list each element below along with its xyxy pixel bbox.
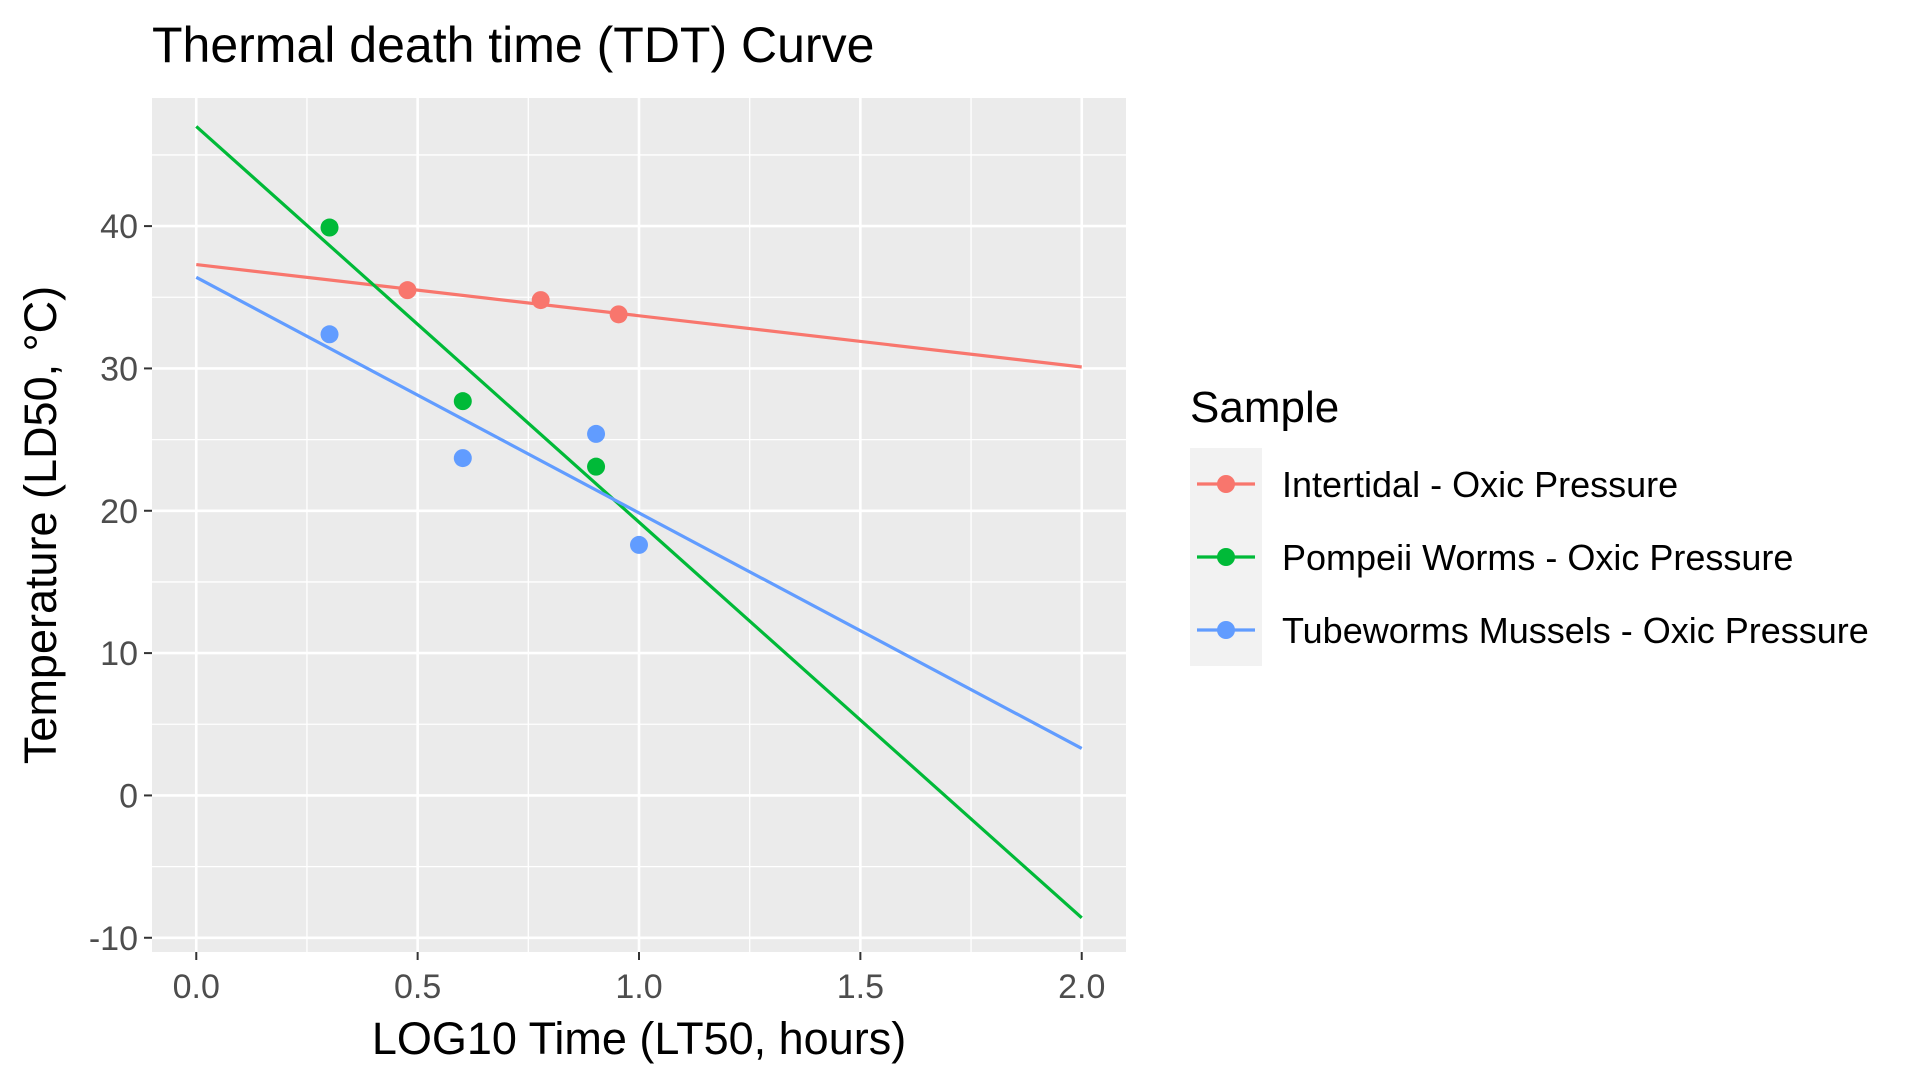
x-tick-label: 2.0 bbox=[1058, 968, 1105, 1006]
y-tick-label: -10 bbox=[89, 920, 138, 958]
major-gridlines bbox=[152, 98, 1126, 952]
data-point-series-2 bbox=[320, 218, 339, 237]
fit-line-series-3 bbox=[195, 275, 1083, 750]
legend-key-point bbox=[1217, 548, 1235, 566]
y-tick-label: 20 bbox=[100, 493, 138, 531]
y-tick-label: 30 bbox=[100, 350, 138, 388]
chart-title: Thermal death time (TDT) Curve bbox=[152, 17, 874, 73]
data-points bbox=[320, 218, 648, 554]
data-point-series-3 bbox=[630, 535, 648, 554]
data-point-series-2 bbox=[587, 457, 606, 476]
x-tick-label: 0.0 bbox=[173, 968, 220, 1006]
y-tick-label: 40 bbox=[100, 208, 138, 246]
y-tick-label: 10 bbox=[100, 635, 138, 673]
data-point-series-3 bbox=[320, 325, 339, 344]
data-point-series-3 bbox=[587, 424, 606, 443]
x-axis-title: LOG10 Time (LT50, hours) bbox=[372, 1013, 906, 1064]
data-point-series-3 bbox=[453, 449, 472, 468]
legend: Intertidal - Oxic Pressure Pompeii Worms … bbox=[1197, 464, 1869, 651]
legend-label: Pompeii Worms - Oxic Pressure bbox=[1282, 537, 1793, 578]
fit-line-series-2 bbox=[195, 125, 1083, 920]
y-tick-label: 0 bbox=[119, 777, 138, 815]
data-point-series-1 bbox=[398, 281, 417, 300]
fit-lines bbox=[195, 125, 1083, 920]
data-point-series-2 bbox=[453, 392, 472, 411]
legend-label: Tubeworms Mussels - Oxic Pressure bbox=[1282, 610, 1869, 651]
data-point-series-1 bbox=[531, 291, 550, 310]
legend-key-point bbox=[1217, 621, 1235, 639]
legend-title: Sample bbox=[1190, 383, 1339, 432]
x-tick-label: 1.5 bbox=[837, 968, 884, 1006]
data-point-series-1 bbox=[609, 305, 628, 324]
y-axis-title: Temperature (LD50, °C) bbox=[15, 286, 66, 764]
x-tick-label: 0.5 bbox=[394, 968, 441, 1006]
x-tick-label: 1.0 bbox=[615, 968, 662, 1006]
fit-line-series-1 bbox=[196, 262, 1082, 369]
legend-key-point bbox=[1217, 475, 1235, 493]
x-axis-ticks: 0.0 0.5 1.0 1.5 2.0 bbox=[173, 952, 1105, 1006]
y-axis-ticks: -10 0 10 20 30 40 bbox=[89, 208, 152, 958]
legend-label: Intertidal - Oxic Pressure bbox=[1282, 464, 1678, 505]
